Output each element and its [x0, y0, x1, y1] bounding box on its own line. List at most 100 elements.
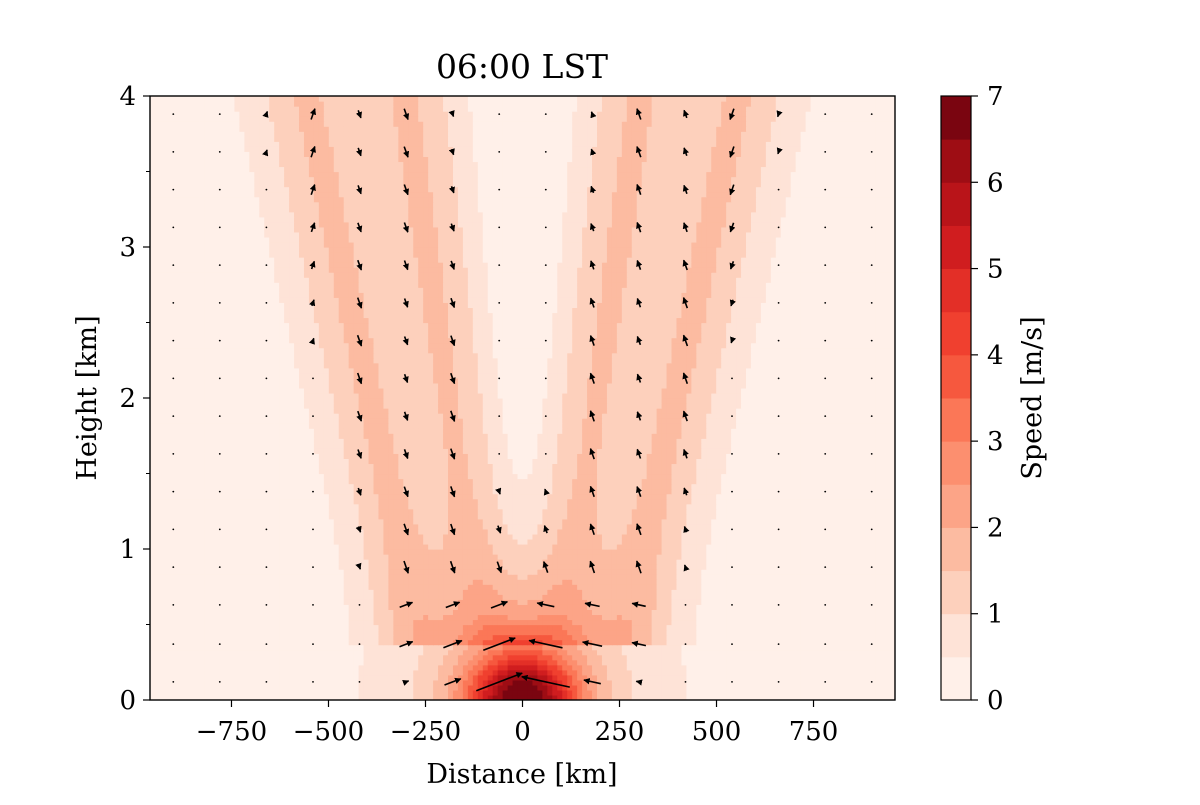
contour-cell	[835, 589, 841, 595]
contour-cell	[542, 599, 548, 605]
contour-cell	[800, 669, 807, 676]
contour-cell	[850, 694, 856, 700]
contour-cell	[159, 684, 166, 691]
contour-cell	[219, 538, 226, 545]
contour-cell	[736, 694, 742, 700]
contour-cell	[338, 669, 345, 676]
contour-cell	[780, 644, 787, 651]
contour-cell	[184, 679, 191, 686]
contour-cell	[497, 609, 504, 616]
contour-cell	[686, 679, 692, 686]
contour-cell	[249, 679, 255, 686]
contour-cell	[686, 543, 692, 550]
contour-cell	[611, 664, 618, 671]
contour-cell	[701, 624, 707, 631]
contour-cell	[423, 659, 429, 666]
contour-cell	[343, 634, 350, 641]
contour-cell	[795, 554, 802, 560]
contour-cell	[159, 533, 166, 540]
contour-cell	[443, 549, 449, 555]
contour-cell	[795, 569, 802, 575]
contour-cell	[254, 579, 260, 585]
contour-cell	[666, 659, 673, 666]
contour-cell	[224, 569, 231, 575]
contour-cell	[318, 639, 325, 646]
contour-cell	[259, 604, 265, 610]
contour-cell	[249, 649, 255, 656]
contour-cell	[150, 654, 156, 661]
contour-cell	[209, 629, 216, 636]
contour-cell	[393, 589, 399, 595]
contour-cell	[433, 579, 439, 585]
contour-cell	[656, 659, 663, 666]
contour-cell	[552, 543, 558, 550]
contour-cell	[239, 533, 245, 540]
contour-cell	[840, 659, 846, 666]
contour-cell	[760, 619, 767, 626]
contour-cell	[875, 569, 881, 575]
contour-cell	[438, 559, 444, 565]
contour-cell	[164, 634, 171, 641]
contour-cell	[517, 659, 524, 666]
contour-cell	[716, 619, 722, 626]
contour-cell	[835, 674, 841, 681]
contour-cell	[850, 594, 856, 600]
contour-cell	[661, 674, 668, 681]
contour-cell	[497, 584, 504, 590]
contour-cell	[885, 609, 891, 616]
contour-cell	[621, 669, 628, 676]
contour-cell	[750, 659, 757, 666]
contour-cell	[855, 619, 861, 626]
contour-cell	[199, 639, 206, 646]
contour-cell	[666, 624, 673, 631]
contour-cell	[636, 584, 643, 590]
contour-cell	[284, 564, 290, 570]
contour-cell	[711, 579, 717, 585]
contour-cell	[492, 584, 499, 590]
contour-cell	[577, 594, 583, 600]
contour-cell	[527, 684, 534, 691]
contour-cell	[562, 624, 568, 631]
contour-cell	[552, 549, 558, 555]
contour-cell	[582, 533, 588, 540]
contour-cell	[279, 639, 285, 646]
contour-cell	[154, 619, 161, 626]
contour-cell	[582, 624, 588, 631]
contour-cell	[885, 559, 891, 565]
contour-cell	[636, 614, 643, 621]
contour-cell	[189, 674, 196, 681]
contour-cell	[443, 543, 449, 550]
contour-cell	[289, 528, 295, 535]
contour-cell	[189, 584, 196, 590]
contour-cell	[845, 554, 851, 560]
contour-cell	[592, 684, 598, 691]
contour-cell	[631, 624, 638, 631]
contour-cell	[507, 644, 514, 651]
contour-cell	[438, 599, 444, 605]
contour-cell	[726, 649, 732, 656]
contour-cell	[443, 609, 449, 616]
contour-cell	[830, 689, 836, 696]
contour-cell	[154, 594, 161, 600]
contour-cell	[333, 538, 340, 545]
contour-cell	[259, 689, 265, 696]
contour-cell	[845, 684, 851, 691]
contour-cell	[721, 649, 727, 656]
contour-cell	[403, 549, 409, 555]
contour-cell	[875, 564, 881, 570]
contour-cell	[527, 574, 534, 580]
contour-cell	[194, 689, 201, 696]
contour-cell	[269, 669, 275, 676]
contour-cell	[164, 579, 171, 585]
contour-cell	[284, 634, 290, 641]
contour-cell	[428, 634, 434, 641]
contour-cell	[572, 599, 578, 605]
contour-cell	[378, 609, 385, 616]
contour-cell	[522, 624, 529, 631]
contour-cell	[338, 634, 345, 641]
contour-cell	[482, 664, 489, 671]
contour-cell	[169, 669, 176, 676]
contour-cell	[239, 559, 245, 565]
contour-cell	[388, 543, 394, 550]
contour-cell	[169, 533, 176, 540]
